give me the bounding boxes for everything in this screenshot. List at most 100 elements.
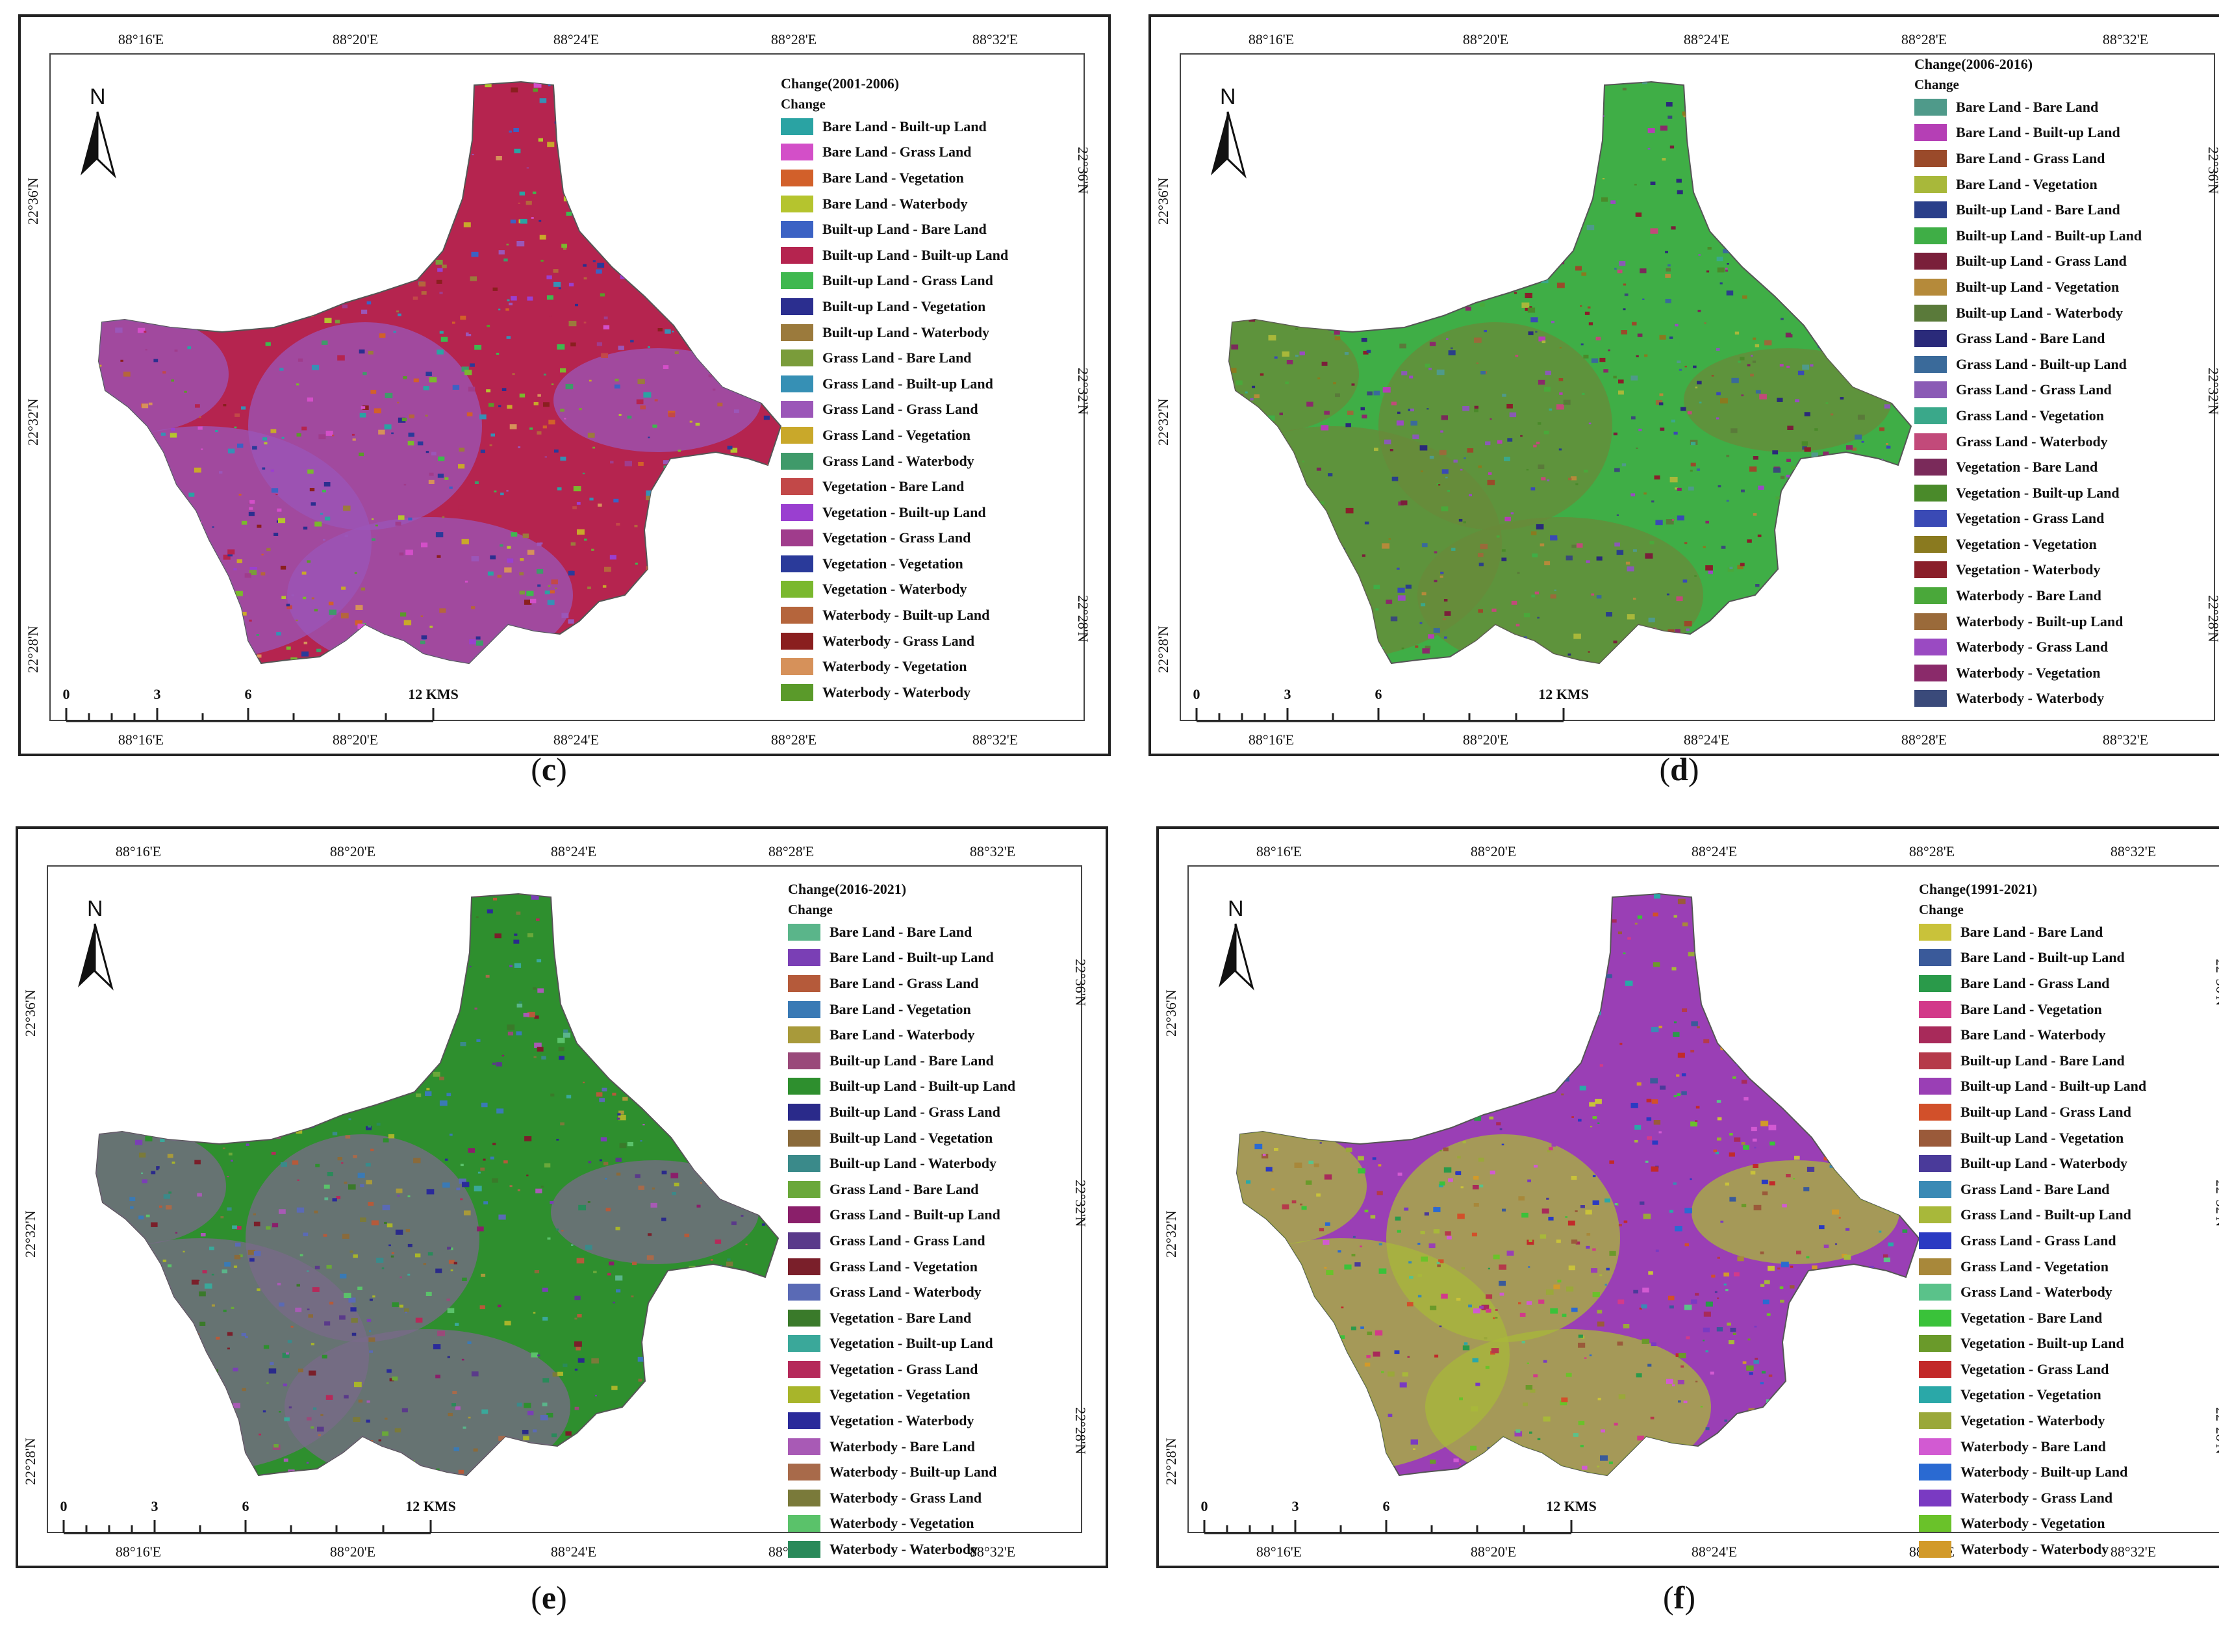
legend-swatch [1919,1515,1951,1532]
longitude-label-top: 88°32'E [969,843,1016,859]
longitude-label-top: 88°16'E [1248,31,1295,47]
scale-bar: 0 3 6 12 KMS [60,1498,456,1537]
legend-swatch [781,581,813,598]
legend-swatch [1919,1026,1951,1044]
legend-swatch [781,195,813,212]
longitude-label-top: 88°20'E [1470,843,1517,859]
legend-item: Built-up Land - Waterbody [1914,300,2142,326]
legend-label: Waterbody - Waterbody [1960,1541,2109,1558]
legend-label: Built-up Land - Vegetation [830,1129,993,1146]
legend-swatch [788,1026,820,1044]
legend-item: Vegetation - Vegetation [788,1382,1015,1408]
legend-swatch [1919,1078,1951,1095]
longitude-label-bottom: 88°32'E [2110,1544,2157,1560]
legend-item: Built-up Land - Grass Land [788,1099,1015,1125]
legend-label: Grass Land - Bare Land [1956,330,2105,347]
scale-label: 12 KMS [1546,1498,1597,1514]
north-letter: N [1220,84,1236,109]
legend-swatch [781,246,813,264]
legend-label: Built-up Land - Vegetation [1960,1129,2124,1146]
legend-item: Bare Land - Built-up Land [1914,120,2142,146]
longitude-label-bottom: 88°32'E [969,1544,1016,1560]
legend-swatch [1914,201,1947,219]
legend-swatch [1919,949,1951,967]
legend-swatch [1914,227,1947,244]
legend-label: Built-up Land - Built-up Land [1956,227,2142,244]
legend-item: Bare Land - Bare Land [1914,94,2142,120]
legend-swatch [1914,253,1947,270]
legend-item: Vegetation - Built-up Land [781,500,1008,526]
legend-label: Bare Land - Bare Land [830,923,972,940]
legend-item: Bare Land - Waterbody [788,1022,1015,1048]
legend-item: Vegetation - Vegetation [1919,1382,2146,1408]
legend-swatch [781,478,813,496]
legend-swatch [781,426,813,444]
legend-subtitle: Change [781,96,826,112]
legend-label: Waterbody - Built-up Land [830,1464,997,1480]
legend-label: Grass Land - Grass Land [1956,381,2112,398]
legend-label: Waterbody - Vegetation [822,658,967,675]
scale-label: 3 [1284,686,1291,702]
legend: Change(2001-2006) Change Bare Land - Built… [781,75,1008,705]
legend-label: Waterbody - Waterbody [822,683,971,700]
legend-label: Grass Land - Built-up Land [830,1206,1000,1223]
legend-swatch [788,1258,820,1275]
legend-swatch [781,529,813,547]
legend: Change(2016-2021) Change Bare Land - Bare … [788,881,1015,1562]
legend-swatch [781,375,813,392]
legend-swatch [1919,1386,1951,1404]
legend-item: Vegetation - Vegetation [1914,531,2142,557]
legend-label: Bare Land - Built-up Land [1960,949,2125,966]
legend-item: Built-up Land - Bare Land [1914,197,2142,223]
legend-label: Vegetation - Bare Land [822,478,965,495]
latitude-label-right: 22°32'N [1072,1180,1089,1227]
longitude-label-bottom: 88°20'E [1462,731,1509,748]
legend-item: Grass Land - Vegetation [1914,403,2142,429]
legend-label: Vegetation - Grass Land [1960,1360,2109,1377]
latitude-label-right: 22°32'N [1075,368,1091,415]
legend-item: Built-up Land - Built-up Land [1914,223,2142,249]
legend-label: Bare Land - Grass Land [830,974,979,991]
legend-swatch [1914,304,1947,322]
legend-label: Built-up Land - Grass Land [822,272,993,289]
legend-swatch [1919,1541,1951,1558]
legend-label: Vegetation - Waterbody [830,1412,974,1429]
legend-item: Built-up Land - Vegetation [1914,274,2142,300]
legend-label: Built-up Land - Bare Land [830,1052,994,1069]
legend-label: Vegetation - Built-up Land [1960,1335,2124,1352]
legend-label: Vegetation - Built-up Land [830,1335,993,1352]
legend-label: Vegetation - Vegetation [830,1386,970,1403]
legend-swatch [781,401,813,418]
legend-swatch [1919,1438,1951,1455]
legend-label: Vegetation - Waterbody [822,581,967,598]
legend-label: Vegetation - Built-up Land [822,503,986,520]
legend-label: Grass Land - Grass Land [822,401,978,418]
legend-item: Waterbody - Vegetation [781,654,1008,680]
legend-label: Bare Land - Waterbody [822,195,968,212]
map-frame: 88°16'E 88°16'E 88°20'E 88°20'E 88°24'E 88°24… [18,14,1111,756]
legend-swatch [788,1155,820,1173]
legend-item: Waterbody - Grass Land [788,1485,1015,1511]
legend-swatch [788,1232,820,1249]
scale-label: 6 [1382,1498,1390,1514]
longitude-label-bottom: 88°16'E [118,731,164,748]
legend-item: Grass Land - Vegetation [1919,1254,2146,1280]
longitude-label-bottom: 88°28'E [1901,731,1947,748]
latitude-label-left: 22°28'N [1163,1438,1179,1485]
legend-label: Grass Land - Vegetation [1960,1258,2109,1275]
legend-label: Grass Land - Waterbody [1960,1284,2112,1301]
legend-item: Waterbody - Grass Land [1914,634,2142,660]
legend-label: Bare Land - Vegetation [822,169,964,186]
latitude-label-left: 22°36'N [1155,177,1171,225]
legend-swatch [1919,1103,1951,1121]
legend-item: Waterbody - Bare Land [1914,583,2142,609]
legend-item: Built-up Land - Grass Land [781,268,1008,294]
latitude-label-left: 22°32'N [25,398,41,446]
legend-swatch [788,1360,820,1378]
legend-swatch [1914,535,1947,553]
legend-item: Grass Land - Grass Land [788,1228,1015,1254]
legend-swatch [788,1000,820,1018]
legend-label: Bare Land - Waterbody [1960,1026,2106,1043]
legend-label: Waterbody - Vegetation [830,1515,974,1532]
legend-item: Vegetation - Vegetation [781,551,1008,577]
